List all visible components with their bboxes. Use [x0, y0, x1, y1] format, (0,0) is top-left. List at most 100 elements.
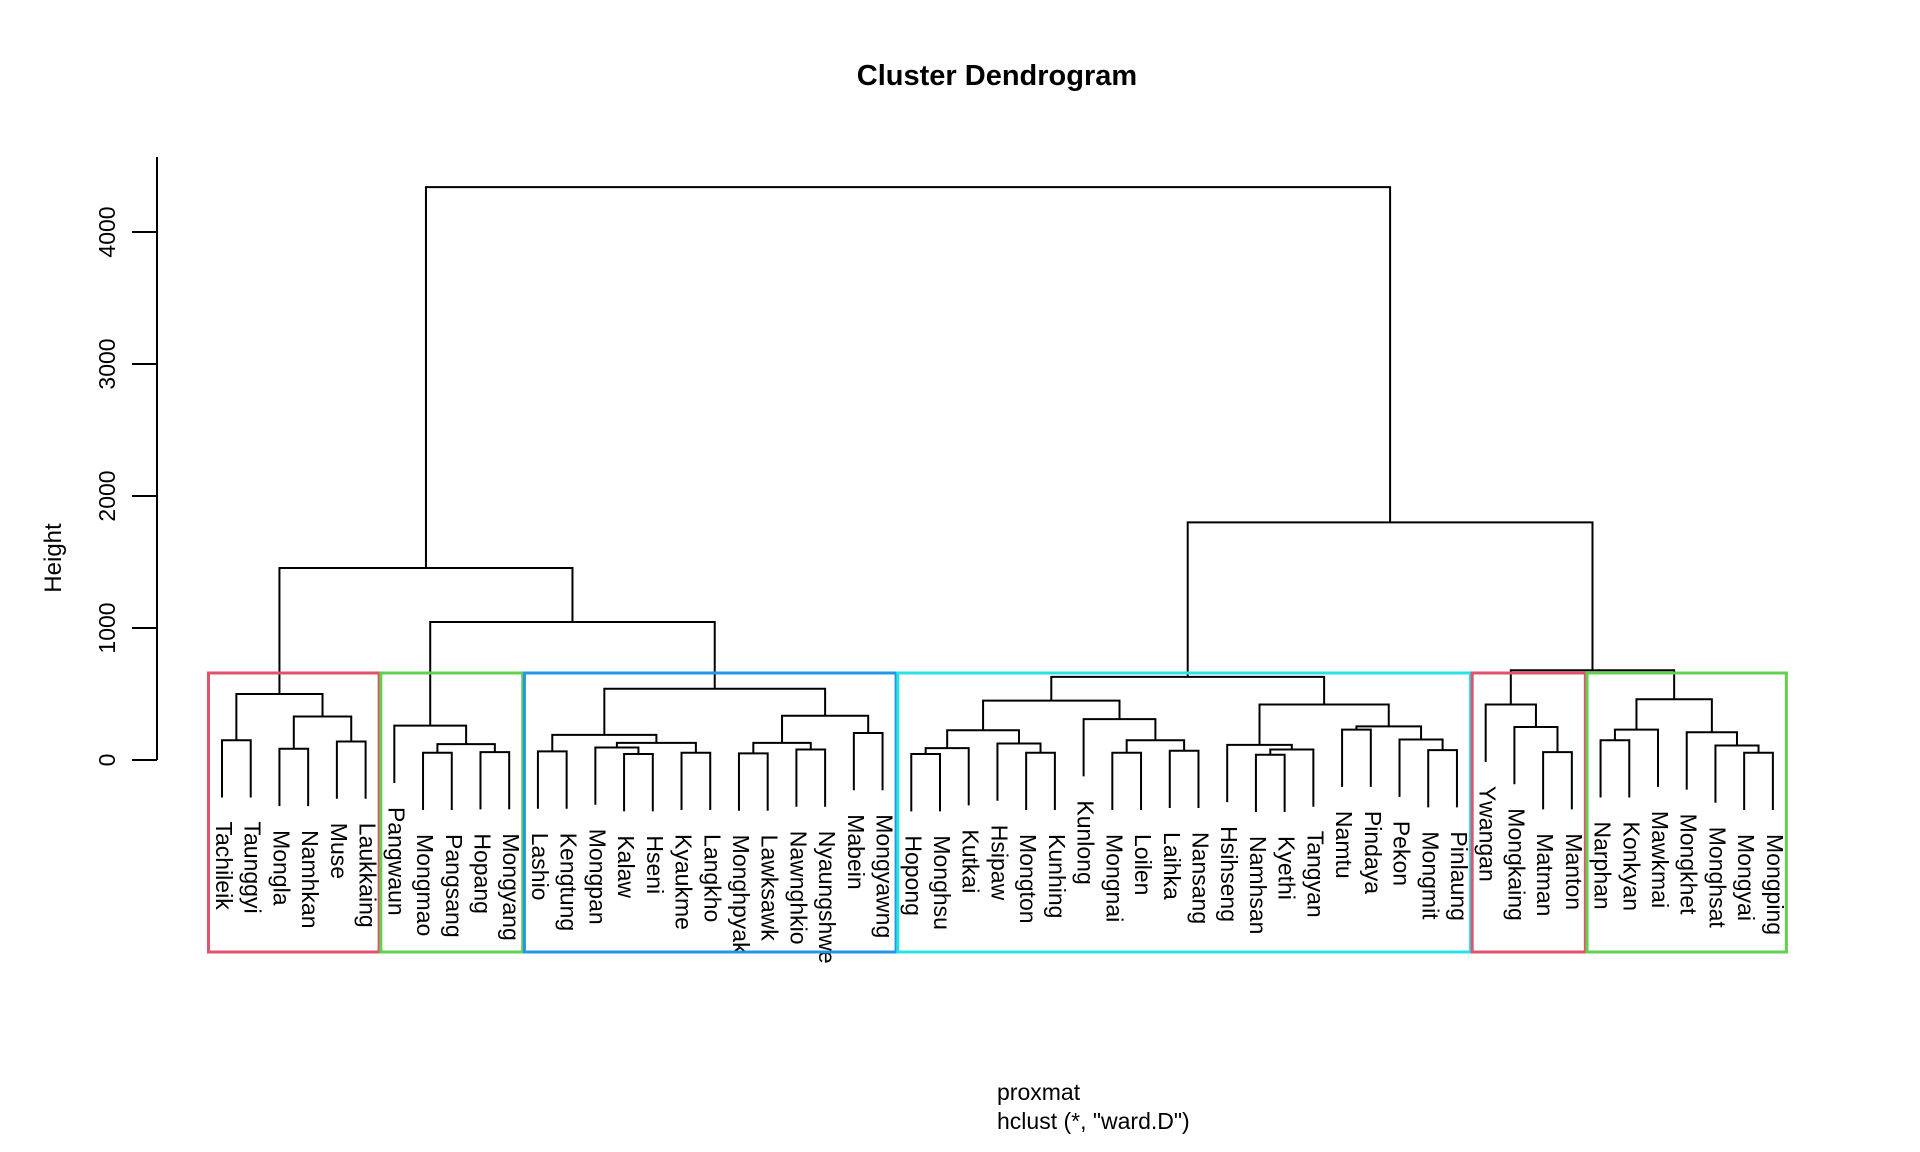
leaf-label: Kutkai	[958, 829, 984, 893]
dendrogram-link	[335, 740, 367, 799]
dendrogram-link	[393, 724, 468, 783]
leaf-label: Laukkaing	[355, 823, 381, 928]
y-axis-title: Height	[40, 523, 67, 593]
dendrogram-link	[1599, 739, 1631, 798]
leaf-label: Langkho	[699, 834, 725, 922]
dendrogram-link	[1355, 725, 1423, 740]
leaf-label: Kalaw	[613, 835, 639, 898]
dendrogram-link	[1398, 738, 1444, 797]
leaf-label: Nyaungshwe	[814, 831, 840, 964]
leaf-label: Nansang	[1187, 832, 1213, 924]
leaf-label: Pangwaun	[383, 807, 409, 916]
leaf-label: Kengtung	[556, 833, 582, 931]
leaf-label: Mongkaing	[1503, 808, 1529, 921]
dendrogram-link	[924, 747, 970, 806]
cluster-box-cluster-5	[1470, 671, 1587, 954]
dendrogram-link	[680, 751, 712, 811]
leaf-label: Hseni	[642, 835, 668, 894]
dendrogram-link	[594, 746, 640, 805]
leaf-label: Konkyan	[1618, 821, 1644, 911]
leaf-label: Manton	[1561, 833, 1587, 910]
leaf-label: Kyaukme	[671, 834, 697, 930]
leaf-label: Hopang	[469, 833, 495, 914]
dendrogram-link	[752, 741, 812, 754]
dendrogram-link	[479, 751, 511, 810]
cluster-box-cluster-4	[896, 671, 1472, 954]
leaf-label: Mongkhet	[1676, 814, 1702, 916]
dendrogram-link	[1226, 743, 1293, 803]
leaf-label: Mongyai	[1733, 834, 1759, 921]
dendrogram-link	[1484, 703, 1537, 762]
dendrogram-link	[910, 753, 941, 812]
dendrogram-link	[1111, 751, 1143, 811]
leaf-label: Kunlong	[1073, 800, 1099, 884]
dendrogram-link	[946, 729, 1020, 749]
dendrogram-link	[278, 566, 574, 694]
dendrogram-link	[1168, 749, 1200, 809]
leaf-label: Pinlaung	[1446, 831, 1472, 921]
leaf-label: Lashio	[527, 833, 553, 901]
dendrogram-link	[1513, 726, 1559, 785]
leaf-label: Monghpyak	[728, 835, 754, 954]
leaf-label: Kunhing	[1044, 834, 1070, 918]
leaf-label: Matman	[1532, 833, 1558, 916]
leaf-label: Laihka	[1159, 832, 1185, 900]
leaf-label: Pekon	[1389, 821, 1415, 886]
leaf-label: Narphan	[1590, 821, 1616, 909]
leaf-label: Pangsang	[441, 834, 467, 938]
dendrogram-link	[1082, 718, 1157, 777]
leaf-label: Nawnghkio	[785, 831, 811, 945]
cluster-box-cluster-3	[522, 671, 898, 954]
cluster-box-cluster-1	[207, 671, 381, 954]
dendrogram-link	[1714, 744, 1760, 803]
dendrogram-link	[1254, 753, 1286, 813]
leaf-label: Ywangan	[1475, 786, 1501, 882]
leaf-label: Hsipaw	[986, 825, 1012, 901]
leaf-label: Pindaya	[1360, 811, 1386, 894]
cluster-box-cluster-6	[1585, 671, 1788, 954]
leaf-label: Mongnai	[1101, 834, 1127, 922]
dendrogram-link	[852, 731, 884, 791]
dendrogram-link	[737, 752, 769, 811]
leaf-label: Mongmao	[412, 834, 438, 936]
dendrogram-link	[623, 753, 654, 812]
dendrogram-link	[292, 715, 353, 749]
dendrogram-link	[221, 739, 252, 798]
leaf-label: Mongmit	[1417, 831, 1443, 920]
cluster-box-cluster-2	[379, 671, 525, 954]
dendrogram-link	[1427, 749, 1458, 808]
leaf-label: Tachileik	[211, 821, 237, 910]
y-axis-tick-label: 3000	[94, 338, 120, 389]
dendrogram-link	[424, 186, 1392, 568]
leaf-label: Namhkan	[297, 830, 323, 928]
leaf-label: Hopong	[900, 835, 926, 916]
dendrogram-link	[1341, 728, 1372, 787]
chart-title: Cluster Dendrogram	[856, 60, 1138, 92]
leaf-label: Hsihseng	[1216, 826, 1242, 922]
leaf-label: Namhsan	[1245, 836, 1271, 934]
leaf-label: Muse	[326, 823, 352, 879]
y-axis-tick-label: 2000	[94, 470, 120, 521]
dendrogram-link	[422, 751, 453, 811]
leaf-label: Mongpan	[584, 829, 610, 925]
leaf-label: Mongton	[1015, 834, 1041, 924]
leaf-label: Tangyan	[1302, 831, 1328, 918]
leaf-label: Kyethi	[1274, 836, 1300, 900]
dendrogram-link	[1269, 748, 1315, 807]
leaf-label: Mongping	[1762, 834, 1788, 935]
dendrogram-link	[1635, 698, 1713, 733]
dendrogram-link	[1685, 731, 1738, 790]
leaf-label: Mawkmai	[1647, 811, 1673, 908]
y-axis-tick-label: 4000	[94, 206, 120, 257]
leaf-label: Taunggyi	[240, 821, 266, 913]
dendrogram-link	[982, 699, 1121, 731]
leaf-label: Namtu	[1331, 811, 1357, 879]
dendrogram-link	[1258, 703, 1390, 745]
dendrogram-link	[603, 687, 827, 735]
dendrogram-link	[536, 750, 568, 809]
leaf-label: Mongyang	[498, 833, 524, 940]
leaf-label: Mongyawng	[872, 814, 898, 938]
dendrogram-link	[1743, 751, 1774, 811]
